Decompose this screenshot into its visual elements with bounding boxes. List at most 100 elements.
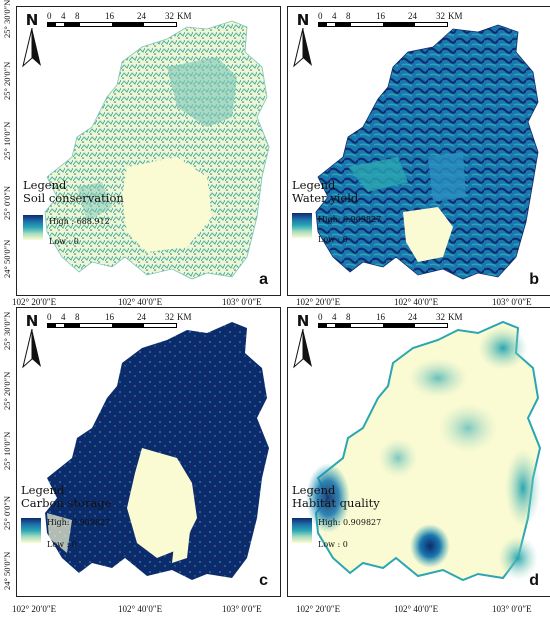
north-arrow: N	[292, 11, 314, 71]
scale-tick: 8	[75, 11, 80, 21]
water-yield-map	[315, 24, 539, 280]
soil-conservation-map	[44, 20, 270, 280]
panel-habitat-quality: N 0 4 8 16 24 32 KM Legend Habitat quali…	[287, 307, 550, 597]
legend-low-value: Low : 0	[49, 237, 79, 246]
lon-tick: 102° 20′0″E	[296, 604, 341, 614]
scale-tick: 16	[376, 312, 385, 322]
lon-tick: 102° 20′0″E	[12, 604, 57, 614]
scale-tick: 8	[75, 312, 80, 322]
legend-title: Legend	[292, 483, 336, 497]
legend-high-value: High : 688.912	[49, 217, 110, 226]
north-label: N	[296, 11, 310, 29]
scale-bar: 0 4 8 16 24 32 KM	[47, 11, 207, 31]
scale-bar: 0 4 8 16 24 32 KM	[318, 312, 478, 332]
scale-tick: 32	[436, 312, 445, 322]
scale-tick: 0	[47, 11, 52, 21]
panel-carbon-storage: N 0 4 8 16 24 32 KM Legend Carbon storag…	[16, 307, 281, 597]
north-arrow-icon	[22, 28, 41, 68]
lat-tick: 25° 0′0″N	[2, 495, 12, 530]
north-arrow: N	[21, 312, 43, 372]
carbon-storage-map	[45, 322, 269, 580]
north-label: N	[25, 11, 39, 29]
legend-layer-name: Carbon storage	[21, 496, 112, 510]
scale-unit: KM	[448, 11, 463, 21]
lat-tick: 25° 0′0″N	[2, 185, 12, 220]
legend-title: Legend	[292, 178, 336, 192]
scale-tick: 32	[165, 11, 174, 21]
legend-title: Legend	[21, 483, 65, 497]
scale-unit: KM	[177, 312, 192, 322]
scale-tick: 4	[332, 312, 337, 322]
panel-letter: b	[529, 271, 539, 288]
legend: Legend Habitat quality High: 0.909827 Lo…	[292, 483, 381, 549]
scale-tick: 24	[137, 312, 146, 322]
scale-tick: 16	[105, 312, 114, 322]
legend-color-ramp	[23, 215, 43, 240]
panel-letter: a	[259, 271, 268, 288]
legend-low-value: Low : 0	[47, 540, 77, 549]
lat-tick: 25° 20′0″N	[2, 371, 12, 410]
scale-tick: 32	[165, 312, 174, 322]
scale-tick: 0	[318, 312, 323, 322]
lat-tick: 25° 20′0″N	[2, 61, 12, 100]
lon-tick: 103° 0′0″E	[492, 297, 532, 307]
lon-tick: 102° 20′0″E	[12, 297, 57, 307]
lon-tick: 103° 0′0″E	[492, 604, 532, 614]
scale-tick: 32	[436, 11, 445, 21]
scale-tick: 8	[346, 11, 351, 21]
legend-high-value: High: 0.909827	[318, 215, 382, 224]
legend: Legend Carbon storage High: 0.909827 Low…	[21, 483, 112, 549]
scale-tick: 24	[137, 11, 146, 21]
panel-letter: d	[529, 572, 539, 589]
panel-soil-conservation: N 0 4 8 16 24 32 KM Legend Soil conserva…	[16, 6, 281, 296]
lat-tick: 24° 50′0″N	[2, 551, 12, 590]
legend-layer-name: Soil conservation	[23, 191, 124, 205]
scale-bar: 0 4 8 16 24 32 KM	[47, 312, 207, 332]
legend-title: Legend	[23, 178, 67, 192]
panel-letter: c	[259, 572, 268, 589]
legend-low-value: Low : 0	[318, 540, 348, 549]
scale-tick: 0	[318, 11, 323, 21]
scale-tick: 8	[346, 312, 351, 322]
scale-tick: 4	[61, 11, 66, 21]
scale-tick: 4	[332, 11, 337, 21]
scale-tick: 16	[105, 11, 114, 21]
lon-tick: 102° 40′0″E	[118, 297, 163, 307]
lon-tick: 102° 40′0″E	[118, 604, 163, 614]
scale-unit: KM	[448, 312, 463, 322]
north-arrow-icon	[22, 329, 41, 369]
lat-tick: 24° 50′0″N	[2, 239, 12, 278]
lat-tick: 25° 30′0″N	[2, 0, 12, 38]
lat-tick: 25° 10′0″N	[2, 121, 12, 160]
legend-color-ramp	[292, 518, 312, 543]
north-arrow-icon	[293, 28, 312, 68]
legend: Legend Water yield High: 0.909827 Low : …	[292, 178, 381, 244]
lat-tick: 25° 10′0″N	[2, 431, 12, 470]
lon-tick: 102° 40′0″E	[394, 297, 439, 307]
lon-tick: 102° 40′0″E	[394, 604, 439, 614]
lon-tick: 102° 20′0″E	[296, 297, 341, 307]
north-arrow: N	[292, 312, 314, 372]
scale-unit: KM	[177, 11, 192, 21]
legend-low-value: Low : 0	[318, 235, 348, 244]
legend: Legend Soil conservation High : 688.912 …	[23, 178, 124, 246]
legend-high-value: High: 0.909827	[318, 518, 382, 527]
north-arrow-icon	[293, 329, 312, 369]
legend-high-value: High: 0.909827	[47, 518, 111, 527]
scale-tick: 24	[408, 11, 417, 21]
habitat-quality-map	[306, 320, 542, 582]
legend-color-ramp	[292, 213, 312, 238]
legend-color-ramp	[21, 518, 41, 543]
scale-tick: 4	[61, 312, 66, 322]
scale-tick: 0	[47, 312, 52, 322]
lon-tick: 103° 0′0″E	[222, 604, 262, 614]
north-label: N	[25, 312, 39, 330]
scale-tick: 24	[408, 312, 417, 322]
north-arrow: N	[21, 11, 43, 71]
legend-layer-name: Habitat quality	[292, 496, 380, 510]
legend-layer-name: Water yield	[292, 191, 359, 205]
scale-tick: 16	[376, 11, 385, 21]
lon-tick: 103° 0′0″E	[222, 297, 262, 307]
scale-bar: 0 4 8 16 24 32 KM	[318, 11, 478, 31]
lat-tick: 25° 30′0″N	[2, 311, 12, 350]
